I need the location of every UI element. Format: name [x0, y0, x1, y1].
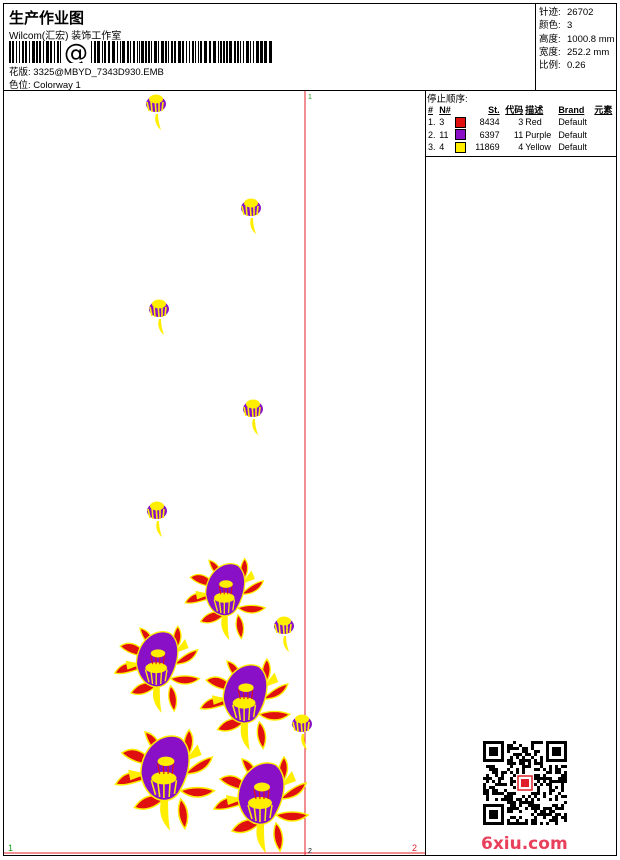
production-sheet: 生产作业图 Wilcom(汇宏) 装饰工作室 @ 花版: 3325@MBYD_7… — [3, 3, 617, 856]
marker-left: 1 — [8, 843, 13, 853]
bud-2 — [240, 197, 262, 235]
color-swatch — [455, 116, 467, 128]
color-swatch — [455, 129, 467, 141]
table-row: 3. 4 11869 4 Yellow Default — [428, 141, 587, 153]
table-row: 2. 11 6397 11 Purple Default — [428, 129, 587, 141]
col-brand: Brand — [558, 104, 585, 115]
design-name-line: 花版: 3325@MBYD_7343D930.EMB — [9, 64, 164, 78]
bud-4 — [242, 398, 264, 436]
stat-colors: 颜色: 3 — [539, 20, 573, 32]
flower-5 — [213, 756, 309, 854]
sheet-subtitle: Wilcom(汇宏) 装饰工作室 — [9, 31, 122, 42]
barcode-text: @ — [64, 41, 88, 63]
colorway-line: 色位: Colorway 1 — [9, 77, 81, 91]
bud-7 — [291, 713, 313, 751]
col-element: 元素 — [594, 105, 613, 115]
barcode: @ — [9, 41, 272, 63]
watermark: 6xiu.com — [481, 834, 568, 854]
embroidery-canvas: 1 2 1 2 — [4, 91, 425, 855]
col-index: # — [428, 104, 434, 115]
sheet-title: 生产作业图 — [9, 9, 85, 27]
design-label: 花版: — [9, 67, 31, 78]
flower-4 — [114, 729, 216, 832]
header-divider — [4, 90, 616, 91]
stop-table-divider — [425, 156, 616, 157]
stat-height: 高度: 1000.8 mm — [539, 33, 615, 45]
bud-3 — [148, 298, 170, 336]
design-value: 3325@MBYD_7343D930.EMB — [33, 67, 164, 78]
stat-scale: 比例: 0.26 — [539, 60, 586, 72]
flower-3 — [199, 658, 291, 752]
col-needle: N# — [439, 104, 451, 115]
stats-divider — [535, 4, 536, 90]
marker-top: 1 — [308, 94, 312, 101]
flower-1 — [184, 557, 266, 641]
flower-2 — [114, 625, 201, 714]
bud-1 — [145, 93, 167, 131]
stat-width: 宽度: 252.2 mm — [539, 46, 610, 58]
marker-right: 2 — [412, 843, 417, 853]
table-row: 1. 3 8434 3 Red Default — [428, 116, 587, 128]
color-swatch — [455, 141, 467, 153]
col-stitches: St. — [488, 104, 500, 115]
stat-stitches: 针迹: 26702 — [539, 7, 594, 18]
stop-table-header: # N# St. 代码 描述 Brand 元素 — [427, 103, 617, 116]
bud-6 — [273, 615, 295, 653]
colorway-value: Colorway 1 — [33, 80, 81, 91]
col-swatch — [454, 103, 469, 116]
col-code: 代码 — [505, 105, 524, 115]
stats-panel: 针迹: 26702 颜色: 3 高度: 1000.8 mm 宽度: 252.2 mm 比… — [539, 6, 615, 72]
marker-bottom: 2 — [308, 848, 312, 855]
colorway-label: 色位: — [9, 80, 31, 91]
stop-sequence-table: # N# St. 代码 描述 Brand 元素 1. 3 8434 3 Red … — [427, 103, 617, 154]
stop-sequence-title: 停止顺序: — [427, 94, 468, 105]
col-description: 描述 — [525, 105, 544, 115]
qr-code — [483, 741, 567, 825]
panel-divider — [425, 90, 426, 855]
bud-5 — [146, 500, 168, 538]
